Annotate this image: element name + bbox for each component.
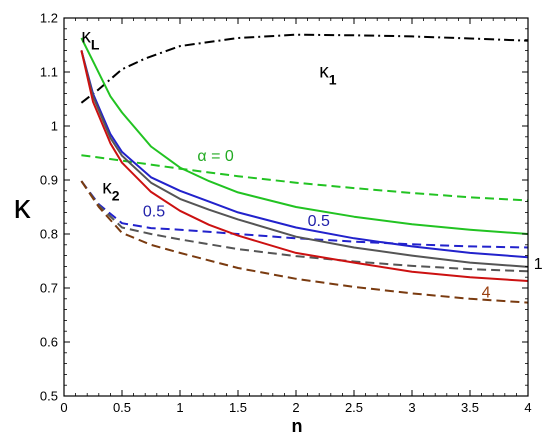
annotation-3: κ2 <box>102 178 120 204</box>
axes-layer: 0 0.5 1 1.5 2 2.5 3 3.5 40.50.60.70.80.911.11.2 <box>40 11 532 416</box>
x-tick-label: 4 <box>524 400 531 415</box>
series-line-9 <box>80 180 529 304</box>
annotation-7: 1 <box>534 256 543 273</box>
y-tick-label: 0.8 <box>40 227 58 242</box>
x-tick-label: 2 <box>292 400 299 415</box>
annotation-1: κL <box>81 26 100 52</box>
series-line-8 <box>80 50 529 282</box>
series-line-1 <box>80 33 529 104</box>
x-tick-label: 1.5 <box>229 400 247 415</box>
x-tick-label: 3 <box>408 400 415 415</box>
annotation-2: κ1 <box>319 61 337 87</box>
y-tick-label: 0.5 <box>40 389 58 404</box>
x-axis-title: n <box>292 416 303 436</box>
series-line-6 <box>80 50 529 268</box>
y-tick-label: 1.1 <box>40 65 58 80</box>
x-tick-label: 1 <box>176 400 183 415</box>
annotation-8: 4 <box>482 285 491 302</box>
annotation-4: α = 0 <box>197 148 233 165</box>
y-tick-label: 1.2 <box>40 11 58 26</box>
annotation-6: 0.5 <box>308 213 330 230</box>
x-tick-label: 3.5 <box>461 400 479 415</box>
y-tick-label: 1 <box>51 119 58 134</box>
series-layer <box>80 33 529 304</box>
series-line-7 <box>80 180 529 273</box>
y-axis-title: κ <box>14 188 32 226</box>
annotation-5: 0.5 <box>143 204 165 221</box>
x-tick-label: 2.5 <box>345 400 363 415</box>
x-tick-label: 0.5 <box>113 400 131 415</box>
series-line-5 <box>80 180 529 249</box>
series-line-3 <box>81 154 529 202</box>
y-tick-label: 0.9 <box>40 173 58 188</box>
series-line-4 <box>80 50 529 259</box>
x-tick-label: 0 <box>60 400 67 415</box>
y-tick-label: 0.7 <box>40 281 58 296</box>
series-line-2 <box>80 37 529 235</box>
annotations: κL κ1 κ2 α = 0 0.5 0.5 1 4 <box>81 26 542 301</box>
y-tick-label: 0.6 <box>40 335 58 350</box>
